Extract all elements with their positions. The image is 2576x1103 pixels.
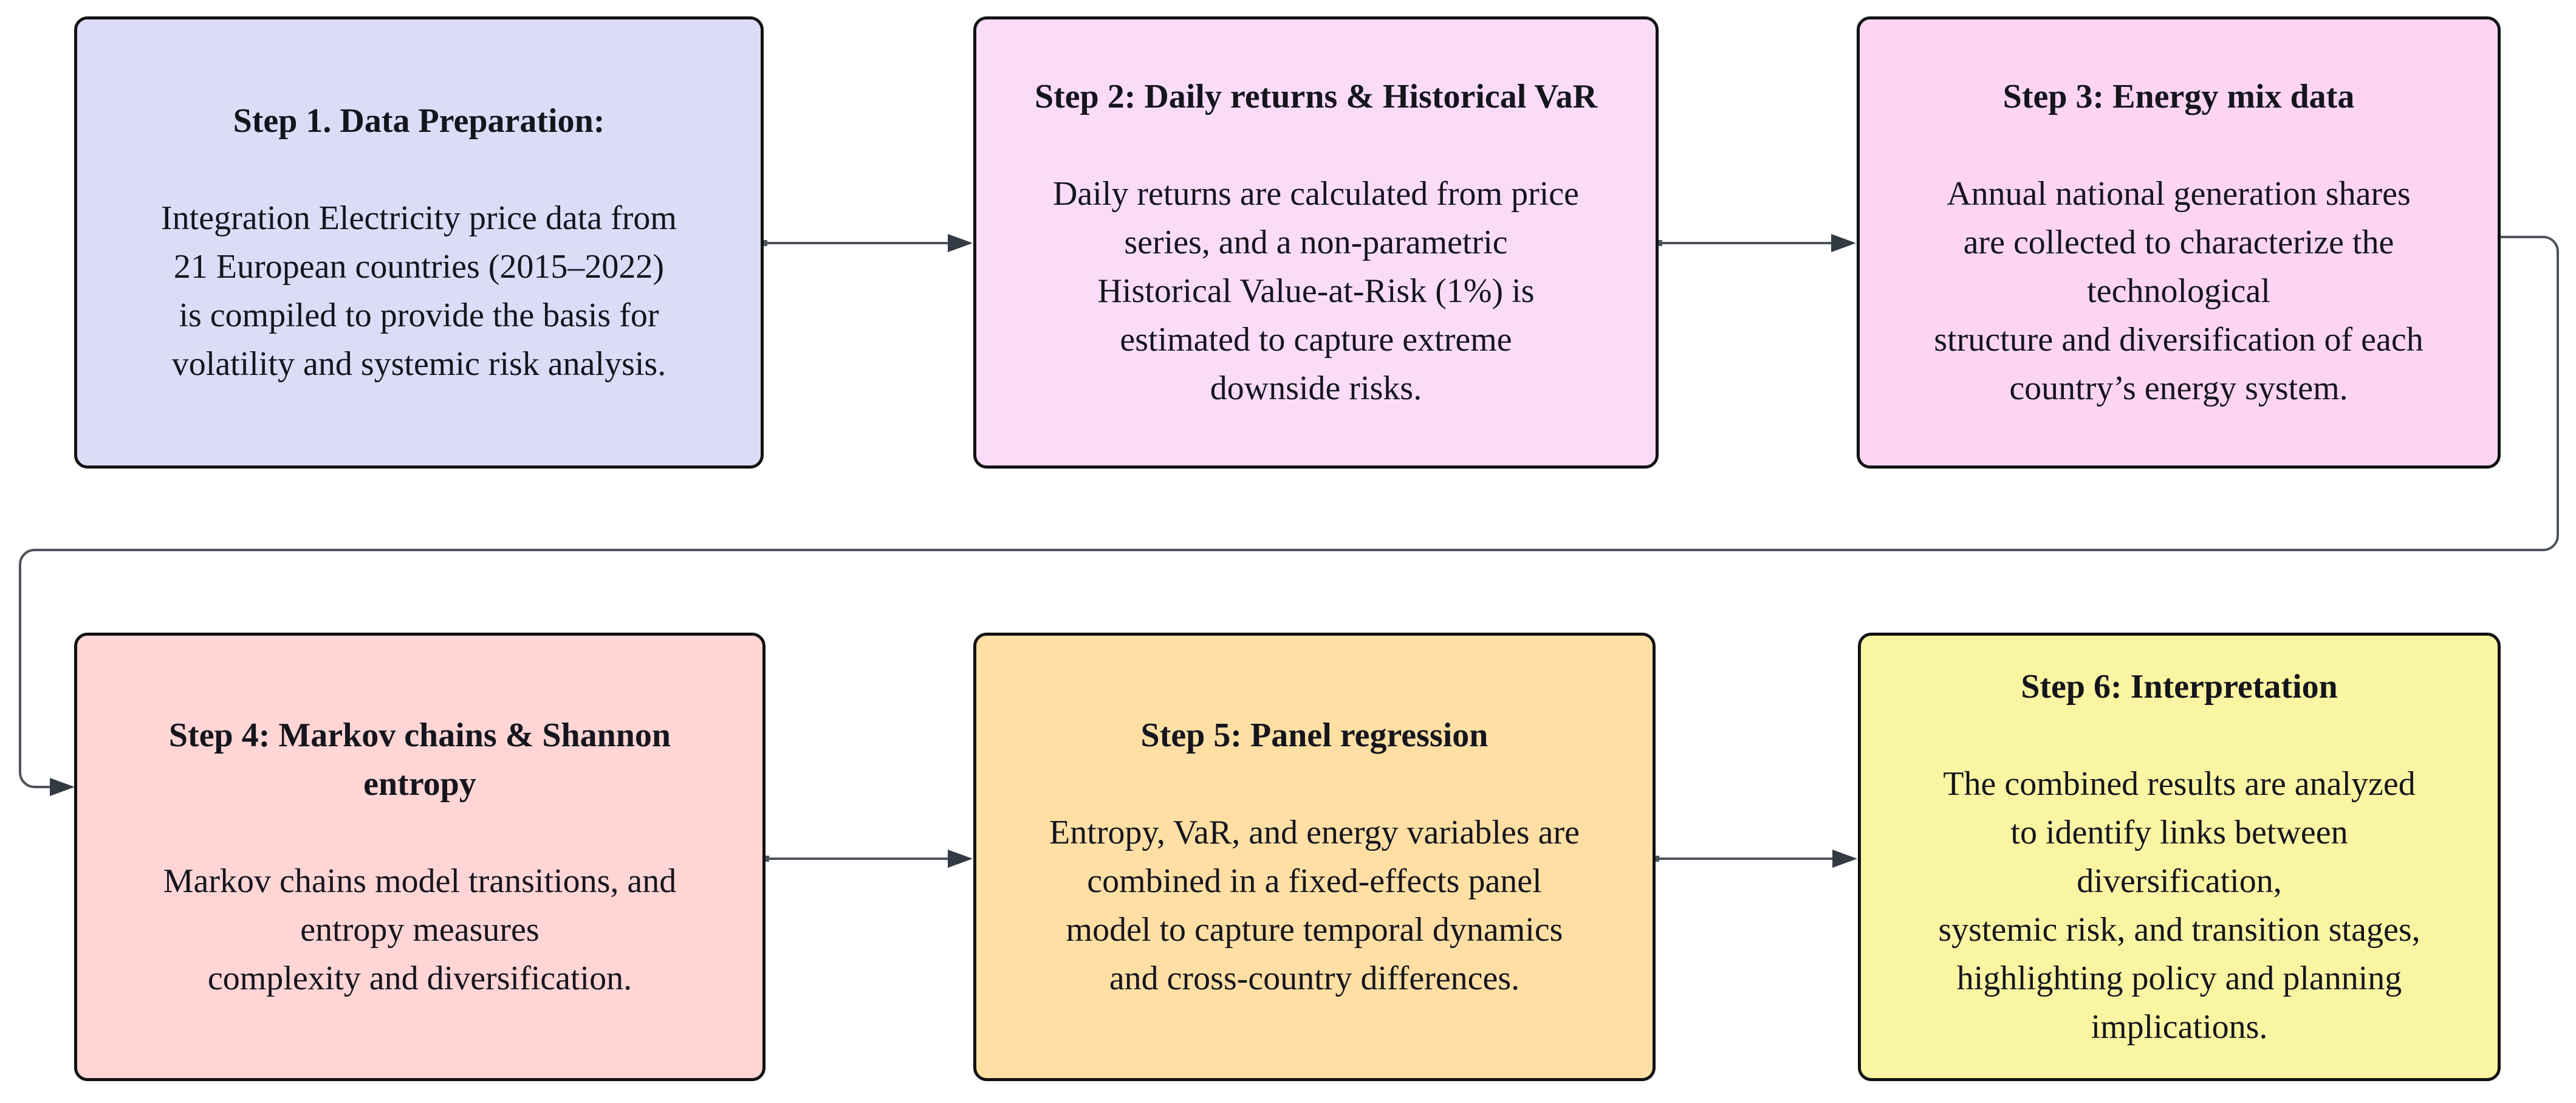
connector-step2-step3 [1656,234,1856,252]
step-5-box: Step 5: Panel regression Entropy, VaR, a… [973,633,1656,1081]
step-6-box: Step 6: Interpretation The combined resu… [1858,633,2501,1081]
step-2-title: Step 2: Daily returns & Historical VaR [1034,78,1598,115]
step-3-title: Step 3: Energy mix data [2002,78,2355,115]
connector-step1-step2 [761,234,973,252]
arrowhead-icon [1831,234,1856,252]
step-4-description: Markov chains model transitions, and ent… [163,862,677,997]
step-1-box: Step 1. Data Preparation: Integration El… [74,16,764,469]
step-4-box: Step 4: Markov chains & Shannon entropy … [74,633,766,1081]
step-5-title: Step 5: Panel regression [1140,716,1488,754]
step-5-description: Entropy, VaR, and energy variables are c… [1049,814,1580,997]
step-3-description: Annual national generation shares are co… [1934,175,2424,407]
connector-step5-step6 [1653,850,1857,868]
step-1-title: Step 1. Data Preparation: [233,102,605,140]
step-1-description: Integration Electricity price data from … [161,199,677,383]
arrowhead-icon [1832,850,1857,868]
step-6-title: Step 6: Interpretation [2021,668,2338,706]
arrowhead-icon [948,234,973,252]
step-2-description: Daily returns are calculated from price … [1052,175,1579,407]
step-3-box: Step 3: Energy mix data Annual national … [1857,16,2501,469]
arrowhead-icon [948,850,973,868]
arrowhead-icon [50,778,75,796]
step-4-title: Step 4: Markov chains & Shannon entropy [168,716,671,803]
connector-step4-step5 [763,850,973,868]
step-2-box: Step 2: Daily returns & Historical VaR D… [973,16,1659,469]
step-6-description: The combined results are analyzed to ide… [1938,765,2420,1046]
